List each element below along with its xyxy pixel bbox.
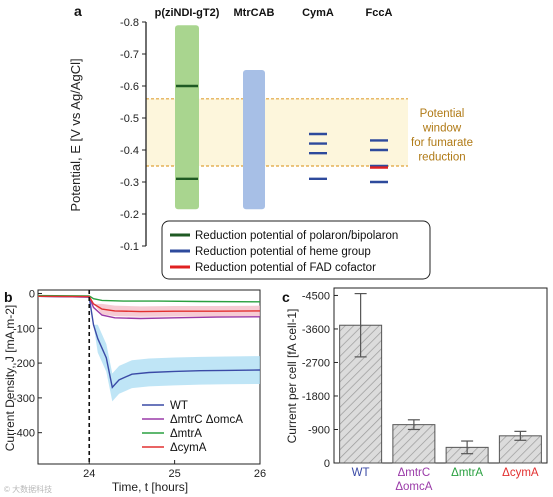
x-tick-label: 24 xyxy=(83,468,95,480)
panel-c-frame xyxy=(333,287,548,464)
legend-label-3: ΔcymA xyxy=(170,442,207,454)
y-tick-label: -0.2 xyxy=(120,209,139,221)
legend-item-polaron: Reduction potential of polaron/bipolaron xyxy=(195,230,398,242)
window-label: Potential window for fumarate reduction xyxy=(411,108,473,164)
y-tick-label: -0.1 xyxy=(120,241,139,253)
y-tick-label: -0.8 xyxy=(120,17,139,29)
panel-a-legend: Reduction potential of polaron/bipolaron… xyxy=(161,220,431,280)
x-category-label: WT xyxy=(352,467,370,479)
panel-b-legend: WT ΔmtrC ΔomcA ΔmtrA ΔcymA xyxy=(142,400,243,454)
current-traces xyxy=(37,294,261,389)
panel-c: c 0 -900 -1800 -2700 -3600 -4500 WT ΔmtrC ΔomcA… xyxy=(282,287,548,493)
panel-a-y-label: Potential, E [V vs Ag/AgCl] xyxy=(68,58,83,211)
y-tick-label: -0.5 xyxy=(120,113,139,125)
legend-item-fad: Reduction potential of FAD cofactor xyxy=(195,262,376,274)
trace-1 xyxy=(37,295,261,320)
range-box-p-zindi-gt2- xyxy=(175,25,199,210)
panel-c-y-ticks: 0 -900 -1800 -2700 -3600 -4500 xyxy=(302,290,338,470)
panel-b: b 0 -100 -200 -300 -400 24 25 26 Current Densi… xyxy=(3,288,266,494)
y-tick-label: -400 xyxy=(13,428,35,440)
legend-label-0: WT xyxy=(170,400,188,412)
legend-label-2: ΔmtrA xyxy=(170,428,202,440)
panel-b-y-ticks: 0 -100 -200 -300 -400 xyxy=(13,288,42,440)
column-header: p(ziNDI-gT2) xyxy=(155,7,220,19)
x-tick-label: 26 xyxy=(254,468,266,480)
column-header: MtrCAB xyxy=(234,7,275,19)
y-tick-label: -200 xyxy=(13,358,35,370)
y-tick-label: -900 xyxy=(308,424,330,436)
x-tick-label: 25 xyxy=(168,468,180,480)
x-category-label: ΔmtrC xyxy=(398,467,431,479)
y-tick-label: -1800 xyxy=(302,391,330,403)
error-band-3 xyxy=(93,303,260,317)
y-tick-label: -300 xyxy=(13,393,35,405)
x-category-label: ΔcymA xyxy=(502,467,539,479)
panel-c-y-label: Current per cell [fA cell-1] xyxy=(285,309,299,444)
panel-c-x-labels: WT ΔmtrC ΔomcA ΔmtrA ΔcymA xyxy=(352,467,539,493)
column-header: CymA xyxy=(302,7,334,19)
watermark: © 大数据科技 xyxy=(4,484,52,494)
bars xyxy=(339,292,542,464)
panel-b-x-label: Time, t [hours] xyxy=(112,480,188,494)
y-tick-label: -4500 xyxy=(302,290,330,302)
panel-a-y-ticks: -0.8 -0.7 -0.6 -0.5 -0.4 -0.3 -0.2 -0.1 xyxy=(120,17,146,253)
y-tick-label: -0.4 xyxy=(120,145,139,157)
window-label-line: for fumarate xyxy=(411,137,473,149)
y-tick-label: -3600 xyxy=(302,324,330,336)
y-tick-label: -100 xyxy=(13,323,35,335)
panel-c-label: c xyxy=(282,289,290,305)
window-label-line: window xyxy=(422,123,462,135)
range-box-mtrcab xyxy=(243,70,265,210)
trace-2 xyxy=(37,294,261,303)
y-tick-label: 0 xyxy=(29,288,35,300)
column-header: FccA xyxy=(366,7,393,19)
y-tick-label: -2700 xyxy=(302,357,330,369)
potential-ranges xyxy=(175,25,265,210)
panel-a-label: a xyxy=(74,3,82,19)
panel-a: a -0.8 -0.7 -0.6 -0.5 -0.4 -0.3 -0.2 -0.1 p(ziN… xyxy=(68,3,473,280)
panel-b-x-ticks: 24 25 26 xyxy=(83,460,266,480)
panel-b-y-label: Current Density, J [mA m-2] xyxy=(3,305,17,451)
column-headers: p(ziNDI-gT2) MtrCAB CymA FccA xyxy=(155,7,393,19)
legend-label-1: ΔmtrC ΔomcA xyxy=(170,414,243,426)
x-category-label: ΔmtrA xyxy=(451,467,483,479)
panel-b-label: b xyxy=(4,289,13,305)
x-category-label: ΔomcA xyxy=(395,481,432,493)
bar-1 xyxy=(392,424,436,464)
error-bands xyxy=(93,303,260,402)
y-tick-label: -0.3 xyxy=(120,177,139,189)
legend-box xyxy=(161,220,431,280)
y-tick-label: -0.6 xyxy=(120,81,139,93)
trace-3 xyxy=(37,295,261,313)
y-tick-label: -0.7 xyxy=(120,49,139,61)
legend-item-heme: Reduction potential of heme group xyxy=(195,246,371,258)
trace-0 xyxy=(37,295,261,389)
window-label-line: Potential xyxy=(420,108,465,120)
error-band-0 xyxy=(93,324,260,402)
y-tick-label: 0 xyxy=(324,458,330,470)
window-label-line: reduction xyxy=(418,152,465,164)
reduction-levels xyxy=(176,84,388,184)
